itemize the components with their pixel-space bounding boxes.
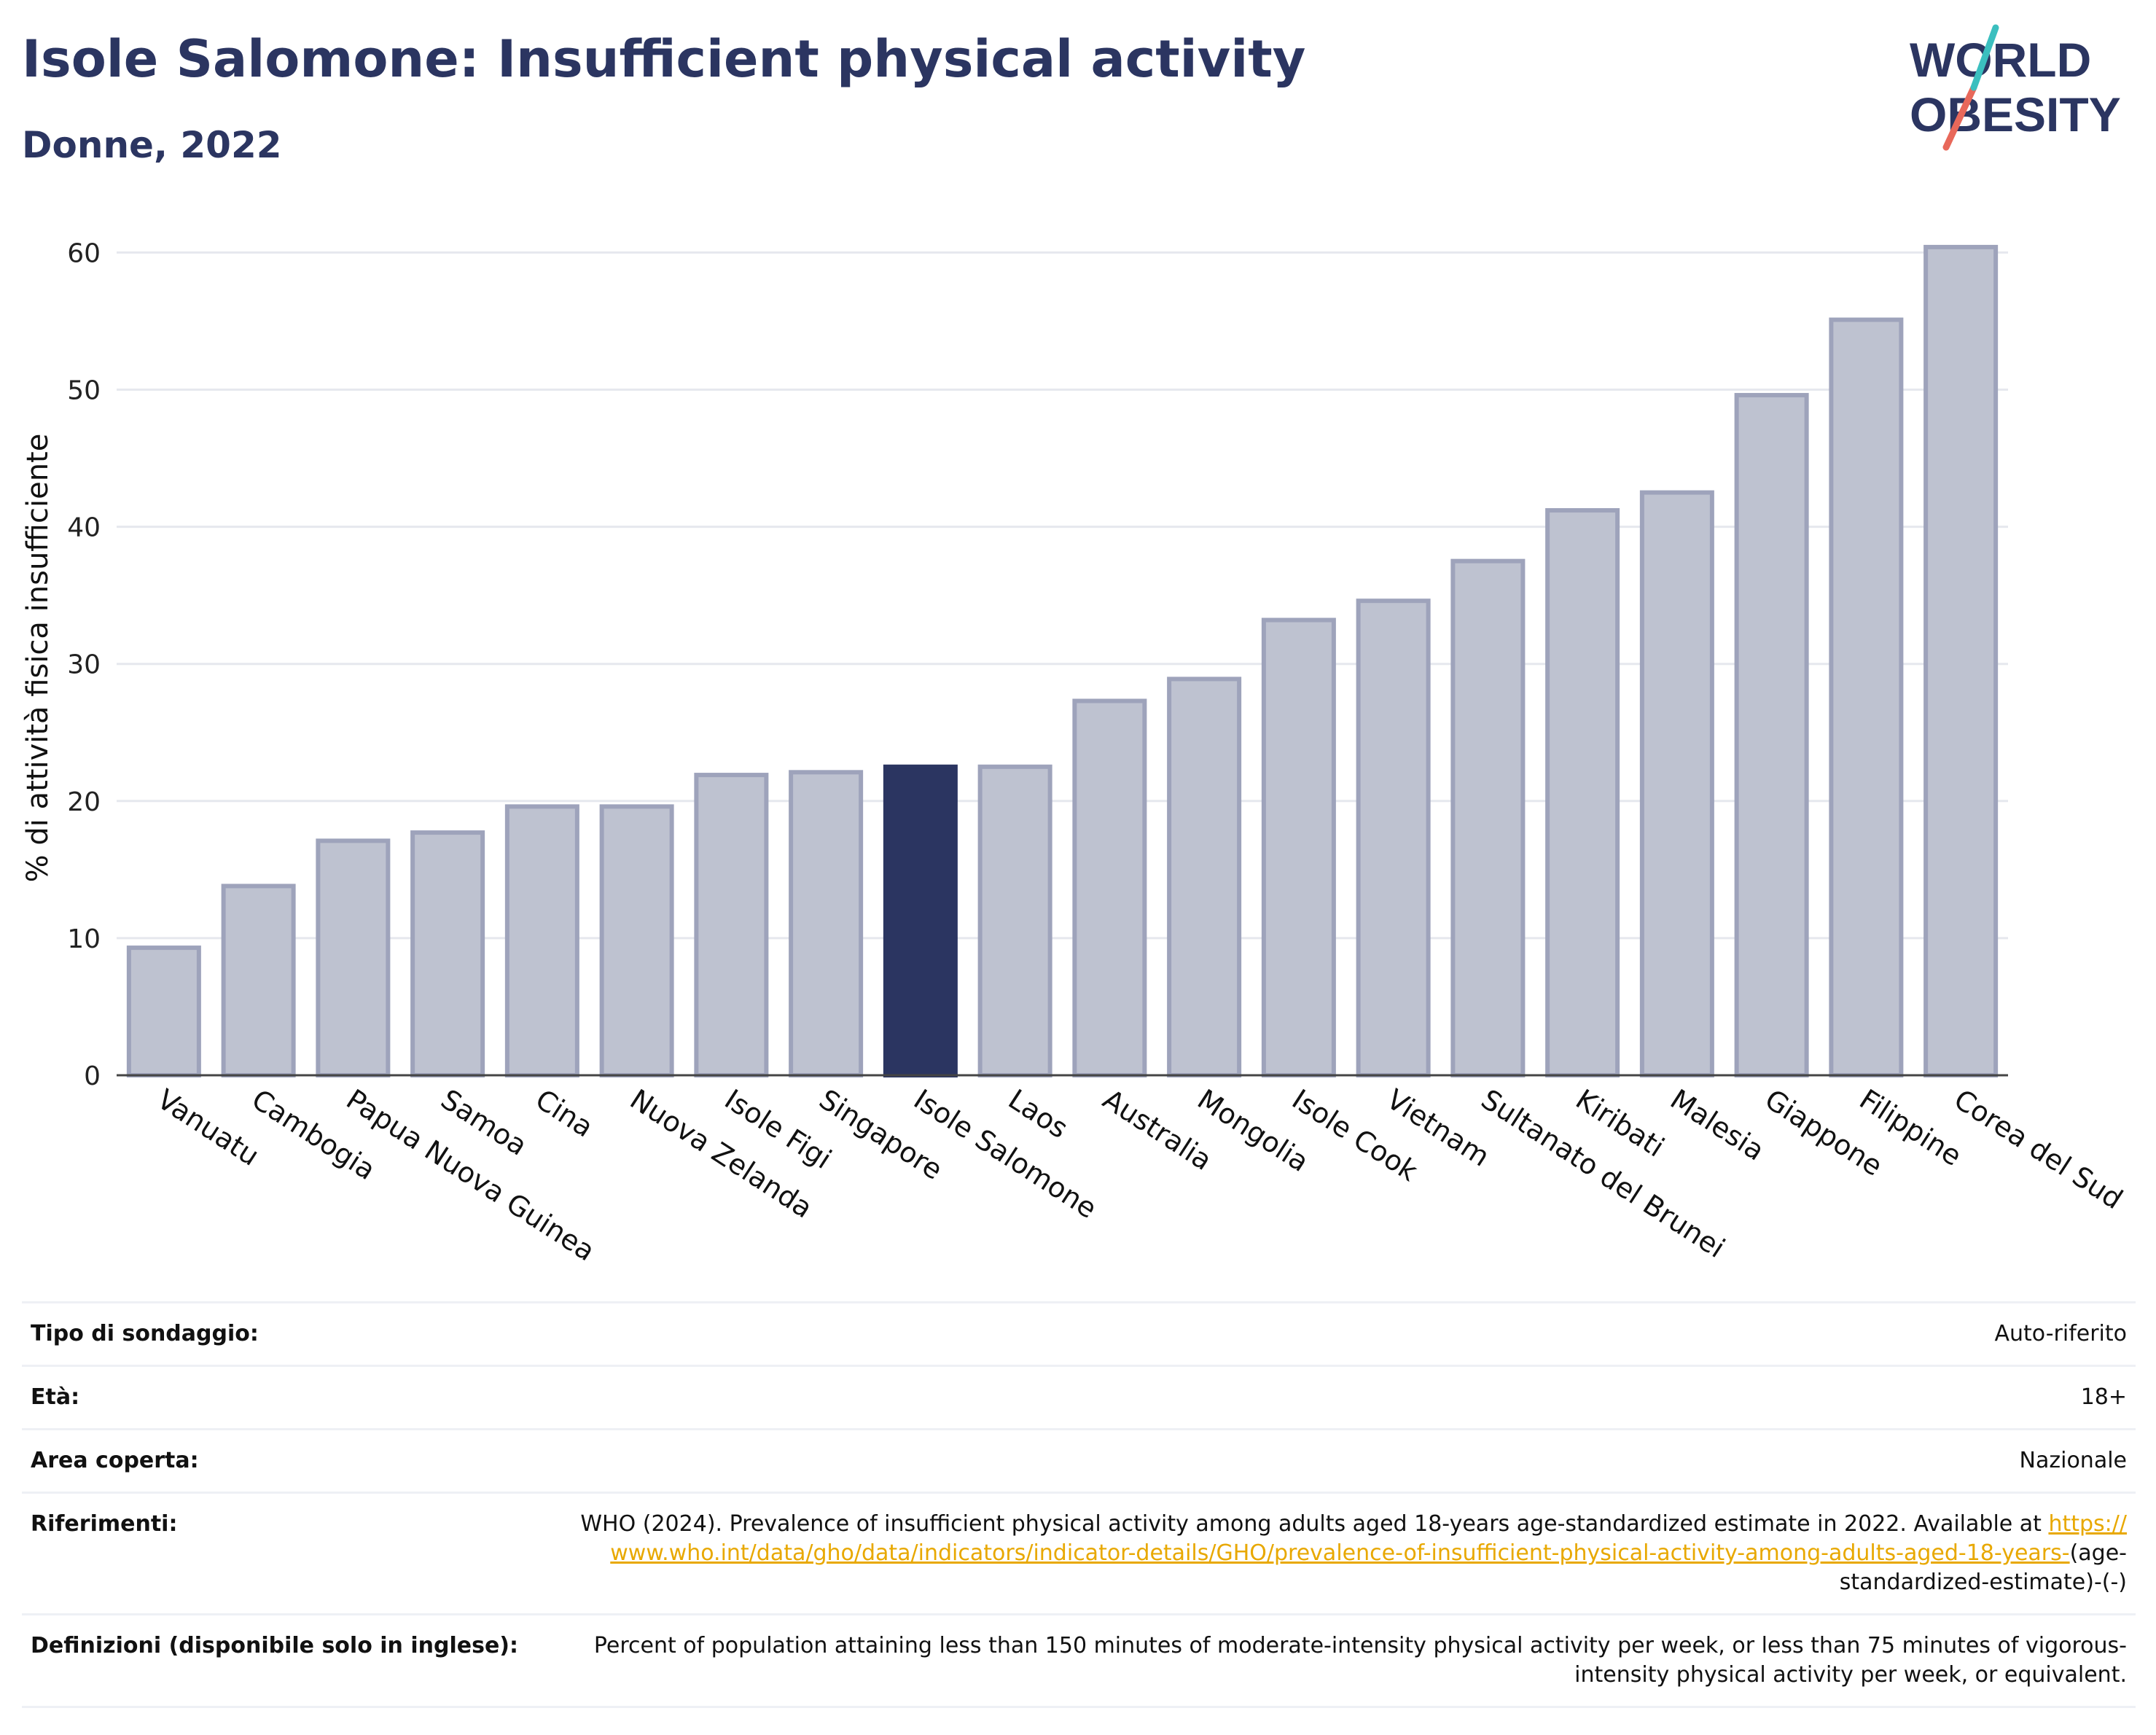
info-label-survey-type: Tipo di sondaggio: bbox=[31, 1321, 259, 1346]
y-tick-label: 30 bbox=[67, 650, 101, 680]
info-value-survey-type: Auto-riferito bbox=[1994, 1321, 2127, 1346]
logo-slash-teal bbox=[1970, 24, 1999, 91]
page-subtitle: Donne, 2022 bbox=[22, 124, 282, 166]
y-tick-labels: 0 10 20 30 40 50 60 bbox=[67, 238, 101, 1091]
y-tick-label: 60 bbox=[67, 238, 101, 268]
logo-line1: WORLD bbox=[1910, 33, 2091, 87]
x-tick-label: Malesia bbox=[1665, 1083, 1770, 1167]
bar bbox=[1072, 698, 1147, 1077]
bar-highlighted bbox=[883, 764, 958, 1077]
bar bbox=[789, 770, 864, 1077]
reference-link[interactable]: https://www.who.int/data/gho/data/indica… bbox=[610, 1511, 2127, 1566]
reference-text-after: (age-standardized-estimate)-(-) bbox=[1839, 1540, 2127, 1595]
info-value-age: 18+ bbox=[2080, 1384, 2127, 1410]
bar bbox=[316, 838, 391, 1077]
info-table: Tipo di sondaggio: Auto-riferito Età: 18… bbox=[22, 1301, 2136, 1708]
bar bbox=[126, 946, 201, 1077]
x-tick-label: Vanuatu bbox=[152, 1083, 265, 1172]
info-row-survey-type: Tipo di sondaggio: Auto-riferito bbox=[22, 1302, 2136, 1366]
bar bbox=[1450, 558, 1526, 1077]
x-tick-label: Corea del Sud bbox=[1948, 1083, 2128, 1216]
bar bbox=[1261, 617, 1336, 1077]
info-row-age: Età: 18+ bbox=[22, 1365, 2136, 1430]
bar bbox=[504, 804, 579, 1077]
bar bbox=[221, 884, 296, 1078]
bar bbox=[1923, 244, 1999, 1077]
info-value-references: WHO (2024). Prevalence of insufficient p… bbox=[564, 1493, 2136, 1615]
info-label-area: Area coperta: bbox=[31, 1448, 199, 1473]
info-label-references: Riferimenti: bbox=[31, 1511, 178, 1537]
bar bbox=[1829, 317, 1904, 1078]
info-label-definitions: Definizioni (disponibile solo in inglese… bbox=[31, 1633, 518, 1658]
info-label-age: Età: bbox=[31, 1384, 80, 1410]
bar bbox=[410, 830, 485, 1077]
info-row-references: Riferimenti: WHO (2024). Prevalence of i… bbox=[22, 1492, 2136, 1615]
x-tick-label: Cina bbox=[530, 1083, 599, 1144]
y-tick-label: 10 bbox=[67, 924, 101, 954]
bar bbox=[599, 804, 674, 1077]
info-row-definitions: Definizioni (disponibile solo in inglese… bbox=[22, 1614, 2136, 1707]
page-title: Isole Salomone: Insufficient physical ac… bbox=[22, 29, 1306, 89]
bar bbox=[1167, 677, 1242, 1077]
grid-lines bbox=[117, 251, 2008, 1077]
bar bbox=[1734, 393, 1809, 1077]
world-obesity-logo: WORLD OBESITY bbox=[1910, 24, 2121, 151]
logo-line2: OBESITY bbox=[1910, 87, 2121, 141]
y-tick-label: 40 bbox=[67, 513, 101, 543]
bar bbox=[1639, 490, 1714, 1078]
bars bbox=[126, 244, 1999, 1078]
info-value-definitions: Percent of population attaining less tha… bbox=[593, 1633, 2127, 1688]
bar bbox=[1356, 599, 1431, 1077]
y-tick-label: 20 bbox=[67, 787, 101, 817]
y-tick-label: 0 bbox=[84, 1061, 101, 1091]
info-row-area: Area coperta: Nazionale bbox=[22, 1429, 2136, 1493]
x-tick-label: Laos bbox=[1003, 1083, 1074, 1145]
reference-text: WHO (2024). Prevalence of insufficient p… bbox=[580, 1511, 2049, 1537]
y-tick-label: 50 bbox=[67, 376, 101, 406]
bar bbox=[977, 764, 1052, 1077]
bar bbox=[1545, 508, 1620, 1077]
y-axis-label: % di attività fisica insufficiente bbox=[21, 434, 55, 883]
logo-slash-red bbox=[1942, 84, 1977, 151]
info-value-area: Nazionale bbox=[2019, 1448, 2127, 1473]
bar bbox=[694, 773, 769, 1077]
